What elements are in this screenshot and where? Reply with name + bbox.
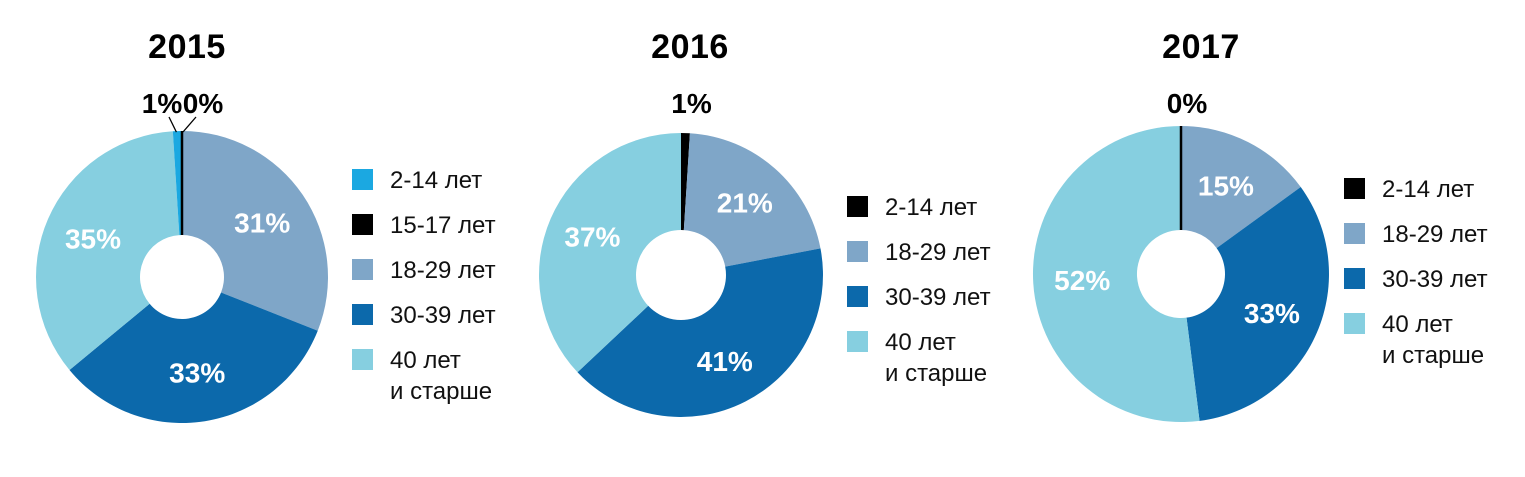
- legend-item: 30-39 лет: [352, 300, 496, 331]
- legend-swatch: [1344, 313, 1365, 334]
- label-leader-line: [182, 116, 197, 133]
- legend-item: 40 лет и старше: [847, 327, 991, 389]
- data-label: 31%: [234, 207, 290, 238]
- legend-label: 30-39 лет: [390, 302, 496, 329]
- legend-label: 40 лет и старше: [885, 329, 988, 387]
- legend-label: 30-39 лет: [885, 284, 991, 311]
- legend-swatch: [1344, 268, 1365, 289]
- legend-swatch: [847, 331, 868, 352]
- data-label: 21%: [717, 187, 773, 218]
- legend-item: 2-14 лет: [847, 192, 991, 223]
- data-label: 41%: [697, 346, 753, 377]
- data-label: 37%: [564, 222, 620, 253]
- pie-slice: [577, 248, 823, 417]
- legend-item: 18-29 лет: [352, 255, 496, 286]
- legend-swatch: [352, 259, 373, 280]
- pie-slice: [182, 131, 329, 331]
- data-label: 0%: [1167, 88, 1208, 119]
- chart-title-2017: 2017: [1162, 28, 1240, 66]
- legend-item: 40 лет и старше: [1344, 309, 1488, 371]
- legend-item: 30-39 лет: [847, 282, 991, 313]
- pie-slice: [172, 131, 182, 236]
- pie-slice: [1186, 187, 1329, 421]
- legend-label: 40 лет и старше: [390, 347, 493, 405]
- data-label: 33%: [169, 358, 225, 389]
- legend-label: 18-29 лет: [390, 257, 496, 284]
- legend-swatch: [352, 304, 373, 325]
- legend-label: 2-14 лет: [390, 167, 483, 194]
- pie-slice: [36, 131, 180, 371]
- legend-label: 30-39 лет: [1382, 266, 1488, 293]
- legend-swatch: [1344, 223, 1365, 244]
- legend-item: 40 лет и старше: [352, 345, 496, 407]
- legend-2016: 2-14 лет 18-29 лет 30-39 лет 40 лет и старш…: [847, 192, 991, 403]
- data-label: 1%: [142, 88, 183, 119]
- legend-item: 18-29 лет: [1344, 219, 1488, 250]
- legend-item: 2-14 лет: [1344, 174, 1488, 205]
- data-label: 0%: [183, 88, 224, 119]
- legend-swatch: [847, 286, 868, 307]
- pie-slice: [683, 133, 821, 267]
- legend-label: 15-17 лет: [390, 212, 496, 239]
- legend-label: 40 лет и старше: [1382, 311, 1485, 369]
- legend-swatch: [352, 214, 373, 235]
- legend-label: 2-14 лет: [885, 194, 978, 221]
- legend-swatch: [847, 196, 868, 217]
- legend-swatch: [352, 169, 373, 190]
- legend-swatch: [352, 349, 373, 370]
- legend-2015: 2-14 лет 15-17 лет 18-29 лет 30-39 лет 40 ле…: [352, 165, 496, 421]
- data-label: 33%: [1244, 298, 1300, 329]
- legend-2017: 2-14 лет 18-29 лет 30-39 лет 40 лет и старш…: [1344, 174, 1488, 385]
- legend-label: 18-29 лет: [885, 239, 991, 266]
- legend-swatch: [1344, 178, 1365, 199]
- legend-item: 2-14 лет: [352, 165, 496, 196]
- data-label: 1%: [671, 88, 712, 119]
- legend-label: 18-29 лет: [1382, 221, 1488, 248]
- pie-slice: [1181, 126, 1301, 249]
- pie-slice: [69, 292, 318, 423]
- label-leader-line: [168, 116, 177, 133]
- legend-label: 2-14 лет: [1382, 176, 1475, 203]
- data-label: 52%: [1054, 265, 1110, 296]
- pie-slice: [538, 133, 681, 373]
- legend-item: 15-17 лет: [352, 210, 496, 241]
- chart-title-2015: 2015: [148, 28, 226, 66]
- legend-item: 18-29 лет: [847, 237, 991, 268]
- data-label: 15%: [1198, 171, 1254, 202]
- pie-slice: [681, 133, 690, 231]
- data-label: 35%: [65, 223, 121, 254]
- chart-title-2016: 2016: [651, 28, 729, 66]
- pie-slice: [1032, 126, 1200, 422]
- legend-swatch: [847, 241, 868, 262]
- legend-item: 30-39 лет: [1344, 264, 1488, 295]
